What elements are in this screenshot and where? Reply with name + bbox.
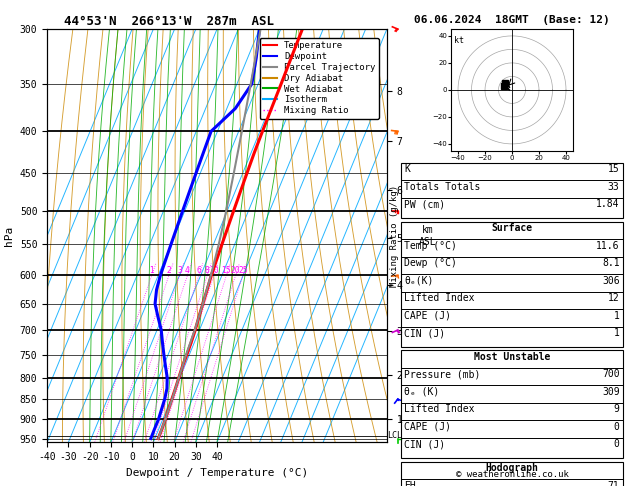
Y-axis label: km
ASL: km ASL <box>419 225 437 246</box>
Legend: Temperature, Dewpoint, Parcel Trajectory, Dry Adiabat, Wet Adiabat, Isotherm, Mi: Temperature, Dewpoint, Parcel Trajectory… <box>260 38 379 119</box>
Text: LCL: LCL <box>387 431 402 440</box>
Text: 6: 6 <box>196 266 201 276</box>
Text: 33: 33 <box>608 182 620 192</box>
Text: kt: kt <box>454 36 464 45</box>
Text: Totals Totals: Totals Totals <box>404 182 481 192</box>
Text: CAPE (J): CAPE (J) <box>404 311 452 321</box>
Text: 4: 4 <box>185 266 190 276</box>
Text: 11.6: 11.6 <box>596 241 620 251</box>
Text: Pressure (mb): Pressure (mb) <box>404 369 481 380</box>
Text: 8.1: 8.1 <box>602 258 620 268</box>
Text: CIN (J): CIN (J) <box>404 328 445 338</box>
Text: 0: 0 <box>614 422 620 432</box>
Text: 06.06.2024  18GMT  (Base: 12): 06.06.2024 18GMT (Base: 12) <box>414 15 610 25</box>
Text: Most Unstable: Most Unstable <box>474 352 550 362</box>
Text: © weatheronline.co.uk: © weatheronline.co.uk <box>455 469 569 479</box>
Text: 309: 309 <box>602 387 620 397</box>
Text: 71: 71 <box>608 481 620 486</box>
Text: Temp (°C): Temp (°C) <box>404 241 457 251</box>
Text: 8: 8 <box>205 266 209 276</box>
Text: 1.84: 1.84 <box>596 199 620 209</box>
Text: CAPE (J): CAPE (J) <box>404 422 452 432</box>
Text: 700: 700 <box>602 369 620 380</box>
Text: CIN (J): CIN (J) <box>404 439 445 450</box>
Text: 3: 3 <box>177 266 182 276</box>
Text: PW (cm): PW (cm) <box>404 199 445 209</box>
Text: Mixing Ratio (g/kg): Mixing Ratio (g/kg) <box>390 185 399 287</box>
Text: 1: 1 <box>150 266 154 276</box>
Y-axis label: hPa: hPa <box>4 226 14 246</box>
Text: 1: 1 <box>614 328 620 338</box>
Text: K: K <box>404 164 410 174</box>
Text: θₑ (K): θₑ (K) <box>404 387 440 397</box>
Text: Lifted Index: Lifted Index <box>404 404 475 415</box>
Text: 25: 25 <box>238 266 248 276</box>
Text: 1: 1 <box>614 311 620 321</box>
Text: 12: 12 <box>608 293 620 303</box>
Text: 9: 9 <box>614 404 620 415</box>
Text: EH: EH <box>404 481 416 486</box>
Text: θₑ(K): θₑ(K) <box>404 276 434 286</box>
Text: 306: 306 <box>602 276 620 286</box>
Text: Lifted Index: Lifted Index <box>404 293 475 303</box>
Text: 20: 20 <box>231 266 240 276</box>
Text: 10: 10 <box>209 266 219 276</box>
Text: Surface: Surface <box>491 223 533 233</box>
Text: 15: 15 <box>221 266 231 276</box>
Text: 0: 0 <box>614 439 620 450</box>
Text: 2: 2 <box>167 266 171 276</box>
Text: 15: 15 <box>608 164 620 174</box>
Text: 44°53'N  266°13'W  287m  ASL: 44°53'N 266°13'W 287m ASL <box>64 15 274 28</box>
Text: Dewp (°C): Dewp (°C) <box>404 258 457 268</box>
X-axis label: Dewpoint / Temperature (°C): Dewpoint / Temperature (°C) <box>126 468 308 478</box>
Text: Hodograph: Hodograph <box>486 463 538 473</box>
